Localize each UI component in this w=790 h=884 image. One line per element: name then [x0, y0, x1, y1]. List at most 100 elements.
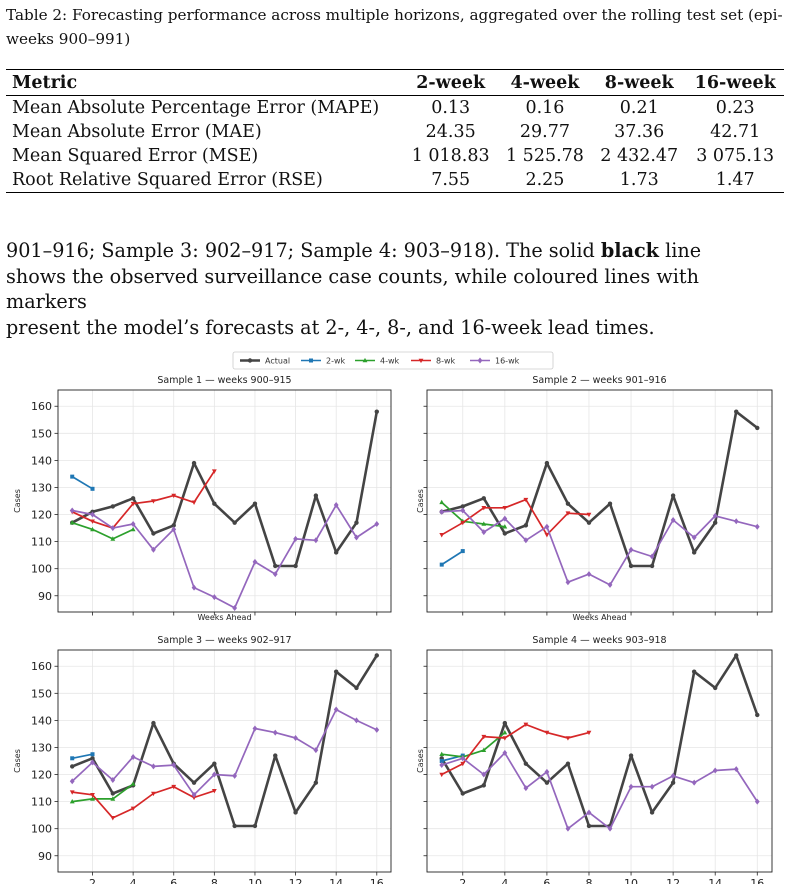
- data-point: [252, 823, 258, 829]
- data-point: [333, 669, 339, 674]
- data-point: [502, 729, 508, 735]
- legend-marker: [247, 358, 253, 363]
- y-axis-label: Cases: [13, 749, 22, 773]
- y-tick-label: 140: [31, 714, 52, 727]
- series-line: [72, 753, 93, 760]
- data-point: [191, 780, 197, 785]
- y-tick-label: 150: [31, 427, 52, 440]
- data-point: [523, 537, 529, 544]
- data-point: [565, 761, 571, 766]
- panel-title: Sample 1 — weeks 900–915: [157, 375, 291, 386]
- chart-panel-3: 2 4 6 8 10 12 14 16 90 100 110 120 130 140 150 160 Sampl…: [13, 635, 392, 884]
- x-tick-label: 4: [501, 877, 508, 884]
- data-point: [481, 496, 486, 501]
- data-point: [232, 604, 238, 611]
- data-point: [586, 730, 592, 736]
- data-point: [70, 756, 75, 761]
- series-line: [71, 654, 378, 828]
- legend-marker: [362, 357, 368, 363]
- table-row: Mean Squared Error (MSE) 1 018.83 1 525.…: [6, 144, 784, 168]
- data-point: [670, 780, 676, 785]
- data-point: [586, 571, 592, 578]
- y-tick-label: 120: [31, 769, 52, 782]
- data-point: [544, 768, 550, 775]
- series-8-wk: [69, 469, 217, 531]
- data-point: [628, 783, 634, 790]
- data-point: [544, 780, 550, 785]
- data-point: [333, 502, 339, 509]
- data-point: [130, 521, 136, 528]
- table-cell: 0.13: [431, 98, 471, 118]
- data-point: [69, 790, 75, 795]
- data-point: [151, 499, 156, 504]
- data-point: [293, 563, 298, 569]
- legend-entry: 16-wk: [470, 357, 520, 366]
- table-cell: 0.16: [525, 98, 565, 118]
- series-8-wk: [69, 784, 217, 821]
- data-point: [151, 763, 156, 770]
- data-point: [90, 526, 95, 532]
- panel-title: Sample 3 — weeks 902–917: [157, 635, 291, 646]
- y-axis-label: Cases: [416, 489, 425, 513]
- series-16-wk: [69, 502, 380, 611]
- data-point: [69, 520, 75, 525]
- data-point: [565, 579, 571, 586]
- x-tick-label: 8: [585, 877, 592, 884]
- data-point: [130, 496, 136, 501]
- data-point: [481, 747, 487, 752]
- data-point: [439, 499, 445, 505]
- data-point: [691, 550, 697, 555]
- table-cell: Mean Absolute Percentage Error (MAPE): [12, 98, 380, 118]
- y-tick-label: 140: [31, 454, 52, 467]
- data-point: [481, 521, 487, 526]
- data-point: [151, 720, 156, 726]
- data-point: [374, 521, 380, 528]
- table-cell: Root Relative Squared Error (RSE): [6, 168, 404, 193]
- data-point: [333, 706, 339, 713]
- data-point: [481, 529, 487, 536]
- body-text-span: 901–916; Sample 3: 902–917; Sample 4: 90…: [6, 239, 595, 262]
- table-cell: 3 075.13: [696, 146, 775, 166]
- y-tick-label: 100: [31, 823, 52, 836]
- legend-entry: 4-wk: [355, 357, 400, 366]
- data-point: [211, 788, 217, 794]
- data-point: [691, 534, 697, 541]
- data-point: [733, 518, 739, 525]
- data-point: [460, 520, 466, 526]
- legend-marker: [418, 358, 424, 364]
- data-point: [191, 795, 197, 801]
- x-tick-label: 10: [624, 877, 638, 884]
- data-point: [628, 753, 634, 758]
- data-point: [90, 486, 95, 491]
- results-table: Metric 2-week 4-week 8-week 16-week Mean…: [6, 69, 784, 193]
- table-cell: Mean Absolute Error (MAE): [12, 122, 262, 142]
- x-tick-label: 6: [170, 877, 177, 884]
- axes-frame: [426, 389, 773, 613]
- series-line: [71, 470, 216, 529]
- data-point: [607, 825, 613, 832]
- data-point: [691, 779, 697, 786]
- axes-frame: [57, 389, 392, 613]
- data-point: [191, 500, 197, 505]
- data-point: [755, 425, 760, 431]
- data-point: [354, 717, 359, 724]
- data-point: [502, 515, 508, 522]
- data-point: [293, 535, 298, 542]
- forecast-figure: Actual 2-wk 4-wk 8-wk 16-wk 90 100 110 120 130 140…: [13, 351, 773, 884]
- table-cell: 1 018.83: [411, 146, 490, 166]
- data-point: [439, 772, 445, 778]
- panel-title: Sample 2 — weeks 901–916: [532, 375, 666, 386]
- data-point: [293, 734, 298, 741]
- data-point: [273, 563, 278, 569]
- table-row: Mean Absolute Percentage Error (MAPE) 0.…: [6, 96, 784, 121]
- data-point: [460, 791, 465, 796]
- y-axis-label: Cases: [13, 489, 22, 513]
- x-tick-label: 16: [750, 877, 764, 884]
- series-actual: [439, 653, 760, 829]
- table-cell: 29.77: [519, 122, 570, 142]
- data-point: [90, 759, 95, 766]
- series-2-wk: [70, 752, 95, 761]
- data-point: [130, 753, 136, 760]
- header-16-week: 16-week: [686, 69, 784, 96]
